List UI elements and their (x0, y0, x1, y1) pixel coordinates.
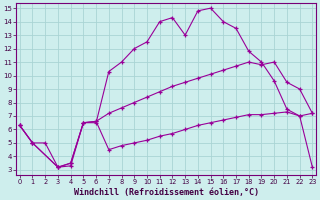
X-axis label: Windchill (Refroidissement éolien,°C): Windchill (Refroidissement éolien,°C) (74, 188, 259, 197)
